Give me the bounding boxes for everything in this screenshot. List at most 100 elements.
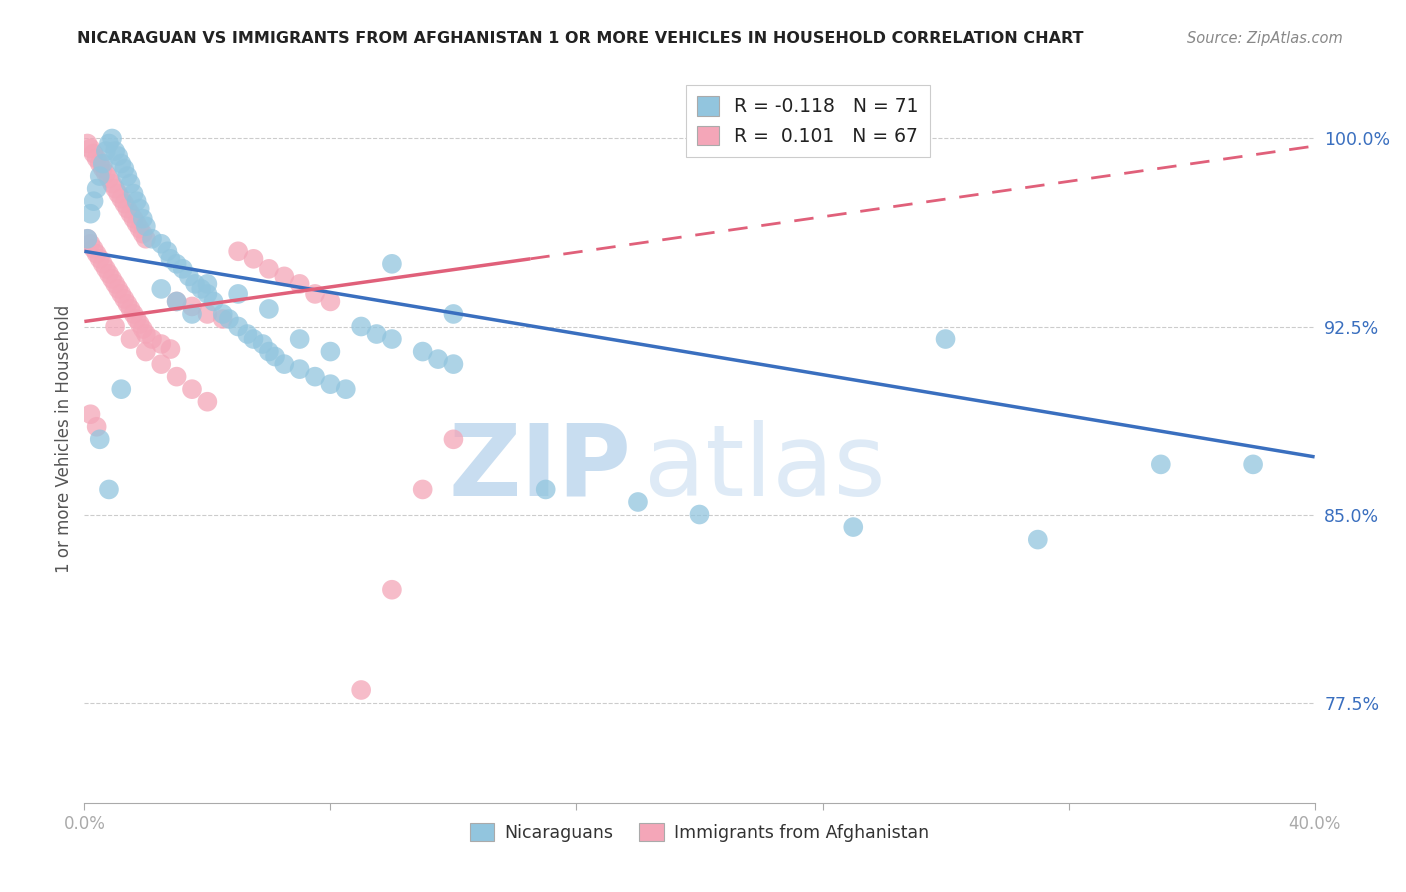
Point bbox=[86, 181, 108, 195]
Point bbox=[150, 236, 173, 251]
Point bbox=[122, 307, 145, 321]
Point bbox=[107, 149, 129, 163]
Point bbox=[110, 287, 132, 301]
Point bbox=[184, 277, 207, 291]
Point bbox=[89, 432, 111, 446]
Point bbox=[252, 337, 274, 351]
Point bbox=[166, 369, 188, 384]
Point bbox=[86, 419, 108, 434]
Point bbox=[112, 196, 135, 211]
Point bbox=[98, 483, 120, 497]
Point bbox=[273, 357, 295, 371]
Point bbox=[319, 294, 342, 309]
Legend: Nicaraguans, Immigrants from Afghanistan: Nicaraguans, Immigrants from Afghanistan bbox=[463, 816, 936, 848]
Point bbox=[288, 277, 311, 291]
Point bbox=[264, 350, 287, 364]
Point bbox=[135, 232, 157, 246]
Point bbox=[236, 326, 259, 341]
Point bbox=[122, 211, 145, 226]
Text: NICARAGUAN VS IMMIGRANTS FROM AFGHANISTAN 1 OR MORE VEHICLES IN HOUSEHOLD CORREL: NICARAGUAN VS IMMIGRANTS FROM AFGHANISTA… bbox=[77, 31, 1084, 46]
Point bbox=[935, 332, 957, 346]
Point bbox=[211, 312, 233, 326]
Point bbox=[319, 377, 342, 392]
Point bbox=[304, 287, 326, 301]
Point bbox=[381, 257, 404, 271]
Point bbox=[226, 244, 249, 259]
Point bbox=[104, 144, 127, 158]
Point bbox=[197, 277, 219, 291]
Point bbox=[76, 232, 98, 246]
Point bbox=[132, 227, 155, 241]
Point bbox=[190, 282, 212, 296]
Point bbox=[120, 301, 142, 316]
Point bbox=[443, 432, 465, 446]
Point bbox=[257, 301, 280, 316]
Point bbox=[94, 261, 117, 276]
Point bbox=[288, 362, 311, 376]
Point bbox=[122, 186, 145, 201]
Point bbox=[104, 181, 127, 195]
Point bbox=[166, 294, 188, 309]
Point bbox=[117, 169, 139, 183]
Point bbox=[197, 394, 219, 409]
Point bbox=[117, 297, 139, 311]
Point bbox=[1150, 458, 1173, 472]
Point bbox=[211, 307, 233, 321]
Point bbox=[83, 146, 105, 161]
Point bbox=[627, 495, 650, 509]
Point bbox=[91, 161, 114, 176]
Point bbox=[91, 257, 114, 271]
Point bbox=[110, 382, 132, 396]
Point bbox=[335, 382, 357, 396]
Point bbox=[132, 211, 155, 226]
Point bbox=[112, 161, 135, 176]
Point bbox=[120, 207, 142, 221]
Point bbox=[128, 202, 150, 216]
Point bbox=[110, 156, 132, 170]
Text: atlas: atlas bbox=[644, 420, 886, 516]
Point bbox=[141, 332, 163, 346]
Point bbox=[197, 307, 219, 321]
Point bbox=[159, 342, 181, 356]
Point bbox=[94, 167, 117, 181]
Point bbox=[166, 257, 188, 271]
Point bbox=[128, 221, 150, 235]
Point bbox=[218, 312, 240, 326]
Point bbox=[381, 582, 404, 597]
Point bbox=[257, 261, 280, 276]
Point bbox=[166, 294, 188, 309]
Point bbox=[128, 317, 150, 331]
Point bbox=[366, 326, 388, 341]
Point bbox=[181, 307, 204, 321]
Point bbox=[443, 357, 465, 371]
Y-axis label: 1 or more Vehicles in Household: 1 or more Vehicles in Household bbox=[55, 305, 73, 574]
Point bbox=[443, 307, 465, 321]
Point bbox=[107, 186, 129, 201]
Point bbox=[150, 282, 173, 296]
Point bbox=[104, 319, 127, 334]
Point bbox=[381, 332, 404, 346]
Point bbox=[319, 344, 342, 359]
Text: Source: ZipAtlas.com: Source: ZipAtlas.com bbox=[1187, 31, 1343, 46]
Point bbox=[304, 369, 326, 384]
Point bbox=[242, 252, 264, 266]
Point bbox=[135, 344, 157, 359]
Point bbox=[101, 131, 124, 145]
Point bbox=[117, 202, 139, 216]
Point bbox=[98, 136, 120, 151]
Point bbox=[172, 261, 194, 276]
Point bbox=[98, 267, 120, 281]
Point bbox=[181, 382, 204, 396]
Point bbox=[350, 683, 373, 698]
Point bbox=[94, 144, 117, 158]
Point bbox=[91, 156, 114, 170]
Point bbox=[150, 357, 173, 371]
Point bbox=[350, 319, 373, 334]
Point bbox=[534, 483, 557, 497]
Point bbox=[159, 252, 181, 266]
Point bbox=[89, 252, 111, 266]
Point bbox=[257, 344, 280, 359]
Point bbox=[101, 177, 124, 191]
Point bbox=[120, 177, 142, 191]
Point bbox=[689, 508, 711, 522]
